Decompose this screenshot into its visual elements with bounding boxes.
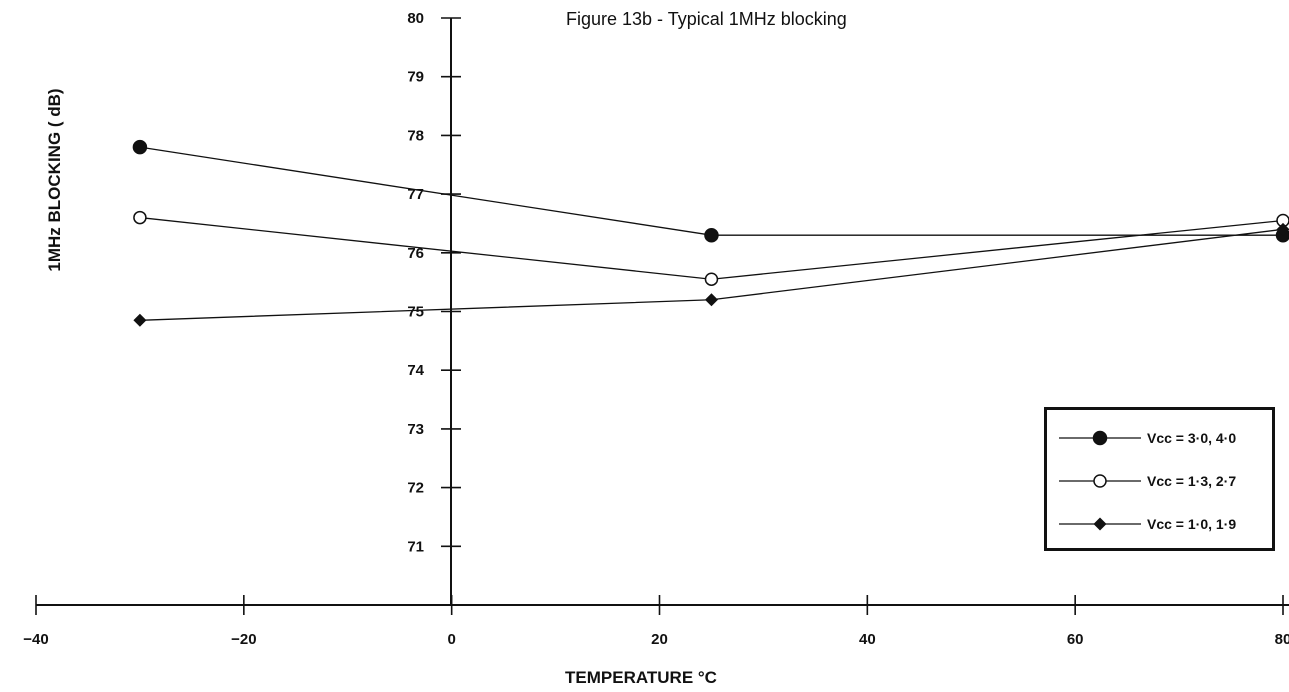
y-tick-label: 79 bbox=[407, 69, 424, 86]
y-tick-label: 73 bbox=[407, 421, 424, 438]
y-tick-label: 80 bbox=[407, 10, 424, 27]
legend-open-circle-icon bbox=[1059, 474, 1141, 488]
data-point-series-1 bbox=[132, 139, 148, 155]
y-tick-label: 72 bbox=[407, 480, 424, 497]
x-axis-label: TEMPERATURE °C bbox=[565, 668, 717, 687]
x-tick-label: 40 bbox=[859, 631, 876, 648]
y-axis-label: 1MHz BLOCKING ( dB) bbox=[45, 88, 64, 272]
legend-label: Vcc = 3·0, 4·0 bbox=[1147, 430, 1237, 446]
data-point-series-2 bbox=[704, 272, 719, 286]
legend-item-series-3: Vcc = 1·0, 1·9 bbox=[1059, 514, 1236, 534]
x-tick-label: 80 bbox=[1275, 631, 1289, 648]
y-tick-label: 76 bbox=[407, 245, 424, 262]
legend-item-series-1: Vcc = 3·0, 4·0 bbox=[1059, 428, 1236, 448]
y-tick-label: 71 bbox=[407, 538, 424, 555]
x-tick-label: 20 bbox=[651, 631, 668, 648]
legend-item-series-2: Vcc = 1·3, 2·7 bbox=[1059, 471, 1236, 491]
legend-label: Vcc = 1·0, 1·9 bbox=[1147, 516, 1237, 532]
data-point-series-1 bbox=[704, 227, 719, 243]
data-point-series-2 bbox=[133, 210, 147, 225]
y-tick-label: 75 bbox=[407, 304, 424, 321]
x-tick-label: 60 bbox=[1067, 631, 1084, 648]
series-layer bbox=[132, 139, 1289, 327]
x-tick-label: −20 bbox=[231, 631, 256, 648]
y-tick-label: 78 bbox=[407, 127, 424, 144]
legend-filled-diamond-icon bbox=[1059, 517, 1141, 531]
data-point-series-3 bbox=[704, 293, 718, 307]
y-tick-label: 74 bbox=[407, 362, 424, 379]
data-point-series-3 bbox=[1276, 222, 1289, 236]
series-line-1 bbox=[139, 146, 1283, 236]
legend-label: Vcc = 1·3, 2·7 bbox=[1147, 473, 1237, 489]
legend-filled-circle-icon bbox=[1059, 430, 1141, 446]
data-point-series-3 bbox=[133, 313, 147, 327]
x-tick-label: −40 bbox=[23, 631, 48, 648]
series-line-2 bbox=[139, 216, 1284, 280]
chart-title: Figure 13b - Typical 1MHz blocking bbox=[566, 9, 847, 29]
legend: Vcc = 3·0, 4·0 Vcc = 1·3, 2·7 Vcc = 1·0,… bbox=[1044, 407, 1275, 551]
x-tick-label: 0 bbox=[447, 631, 455, 648]
